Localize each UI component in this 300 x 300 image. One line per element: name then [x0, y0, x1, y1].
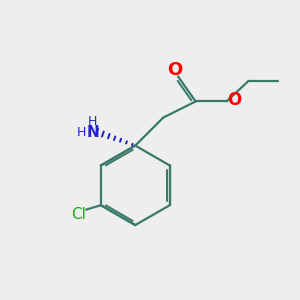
- Text: H: H: [88, 115, 97, 128]
- Text: N: N: [86, 125, 99, 140]
- Text: H: H: [77, 126, 86, 139]
- Text: Cl: Cl: [71, 207, 86, 222]
- Text: O: O: [167, 61, 183, 79]
- Text: O: O: [227, 91, 241, 109]
